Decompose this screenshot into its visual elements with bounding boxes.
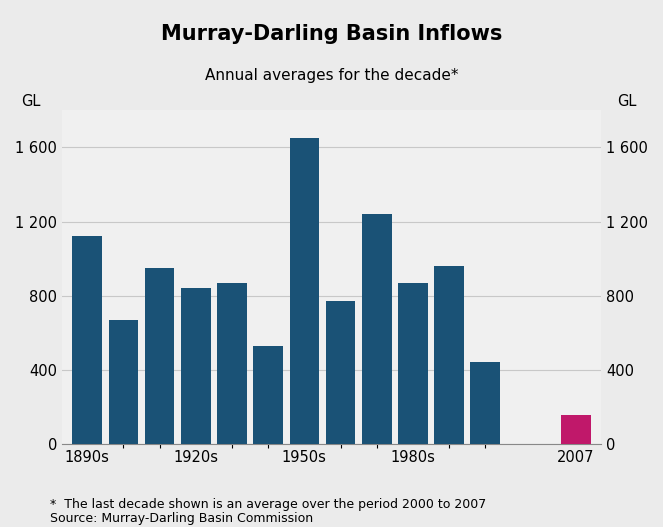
Text: Murray-Darling Basin Inflows: Murray-Darling Basin Inflows [161, 24, 502, 44]
Bar [398, 282, 428, 444]
Bar [217, 282, 247, 444]
Text: GL: GL [617, 94, 636, 109]
Text: GL: GL [21, 94, 41, 109]
Bar [362, 214, 392, 444]
Text: *  The last decade shown is an average over the period 2000 to 2007: * The last decade shown is an average ov… [50, 498, 486, 511]
Bar [471, 363, 500, 444]
Bar [326, 301, 355, 444]
Text: Source: Murray-Darling Basin Commission: Source: Murray-Darling Basin Commission [50, 512, 313, 525]
Bar [434, 266, 464, 444]
Bar [290, 138, 319, 444]
Bar [561, 415, 591, 444]
Bar [109, 320, 138, 444]
Bar [72, 236, 102, 444]
Bar [145, 268, 174, 444]
Title: Annual averages for the decade*: Annual averages for the decade* [205, 67, 458, 83]
Bar [253, 346, 283, 444]
Bar [181, 288, 211, 444]
